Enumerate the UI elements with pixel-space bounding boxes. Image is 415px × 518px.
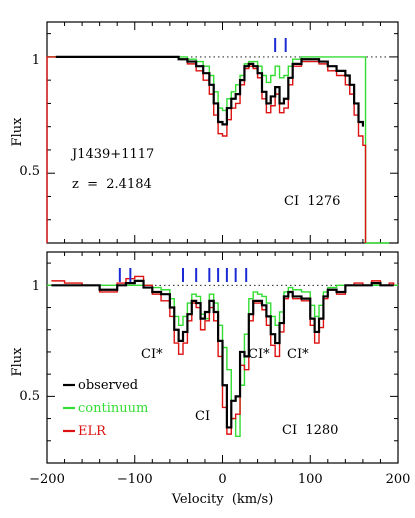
- transition-label-bottom: CI 1280: [282, 423, 338, 438]
- legend: observed continuum ELR: [63, 378, 148, 439]
- legend-label-elr: ELR: [78, 424, 107, 439]
- top-y-axis-label: Flux: [10, 117, 25, 147]
- bottom-y-tick-label: 0.5: [19, 389, 40, 404]
- top-series-observed: [55, 55, 364, 127]
- ci-star-label: CI*: [287, 347, 309, 362]
- top-y-tick-label: 0.5: [19, 164, 40, 179]
- top-panel: 1 0.5 Flux J1439+1117 z = 2.4184 CI 1276: [10, 21, 399, 244]
- transition-label-top: CI 1276: [284, 194, 340, 209]
- bottom-y-axis-label: Flux: [10, 347, 25, 377]
- top-panel-frame: [46, 21, 399, 244]
- top-plot-area: [46, 22, 399, 244]
- x-tick-label: −200: [29, 472, 65, 487]
- x-axis-label: Velocity (km/s): [171, 492, 274, 507]
- bottom-series-observed: [51, 279, 394, 429]
- ci-star-label: CI*: [141, 347, 163, 362]
- redshift-label: z = 2.4184: [72, 177, 152, 192]
- top-y-tick-label: 1: [32, 53, 40, 68]
- x-tick-label: −100: [117, 472, 153, 487]
- ci-star-label: CI*: [248, 347, 270, 362]
- bottom-panel: 1 0.5 Flux −200 −100 0 100 200 Velocity …: [10, 251, 411, 507]
- quasar-name-label: J1439+1117: [70, 147, 154, 162]
- x-tick-label: 100: [298, 472, 323, 487]
- legend-label-observed: observed: [78, 378, 138, 393]
- legend-label-continuum: continuum: [78, 401, 148, 416]
- ci-label: CI: [195, 409, 210, 424]
- x-tick-label: 200: [386, 472, 411, 487]
- top-series-continuum: [47, 56, 390, 244]
- bottom-plot-area: [46, 252, 399, 463]
- bottom-y-tick-label: 1: [32, 279, 40, 294]
- x-tick-label: 0: [218, 472, 226, 487]
